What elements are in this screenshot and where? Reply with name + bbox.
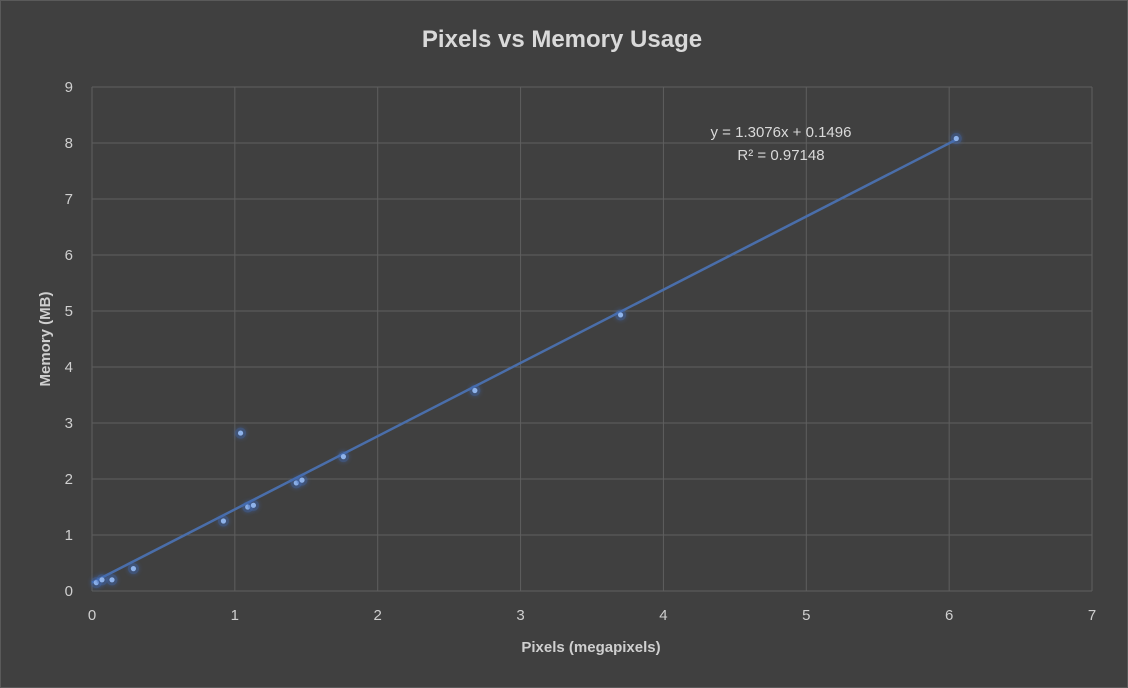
y-axis-title: Memory (MB) — [37, 291, 54, 386]
x-tick-label-0: 0 — [88, 607, 96, 624]
trendline-r-squared: R² = 0.97148 — [737, 147, 824, 164]
data-point-9 — [299, 477, 305, 483]
x-axis-title: Pixels (megapixels) — [521, 639, 660, 656]
data-point-2 — [109, 577, 115, 583]
trendline — [91, 138, 957, 584]
x-tick-label-3: 3 — [516, 607, 524, 624]
y-tick-label-4: 4 — [65, 359, 73, 376]
trendline-layer — [91, 138, 957, 584]
data-point-3 — [130, 566, 137, 572]
x-tick-label-7: 7 — [1088, 607, 1096, 624]
data-point-10 — [340, 454, 347, 460]
data-point-4 — [220, 518, 227, 524]
data-point-11 — [472, 387, 478, 394]
y-tick-label-8: 8 — [65, 135, 73, 152]
y-tick-label-9: 9 — [65, 79, 73, 96]
x-tick-label-5: 5 — [802, 607, 810, 624]
data-points — [90, 133, 962, 589]
x-tick-label-1: 1 — [231, 607, 239, 624]
y-tick-label-3: 3 — [65, 415, 73, 432]
data-point-7 — [250, 502, 257, 508]
y-tick-label-1: 1 — [65, 527, 73, 544]
x-tick-label-6: 6 — [945, 607, 953, 624]
grid — [91, 86, 1093, 592]
y-tick-label-5: 5 — [65, 303, 73, 320]
y-tick-label-7: 7 — [65, 191, 73, 208]
data-point-12 — [617, 312, 624, 318]
chart-title: Pixels vs Memory Usage — [422, 26, 702, 53]
y-tick-label-2: 2 — [65, 471, 73, 488]
trendline-equation: y = 1.3076x + 0.1496 — [711, 124, 852, 141]
x-tick-label-4: 4 — [659, 607, 667, 624]
x-tick-label-2: 2 — [374, 607, 382, 624]
tick-labels: 0 1 2 3 4 5 6 7 8 9 0 1 2 3 4 5 6 7 — [65, 79, 1097, 624]
data-point-5 — [237, 430, 244, 436]
y-tick-label-0: 0 — [65, 583, 73, 600]
y-tick-label-6: 6 — [65, 247, 73, 264]
data-point-13 — [953, 135, 959, 142]
data-point-1 — [99, 577, 105, 583]
